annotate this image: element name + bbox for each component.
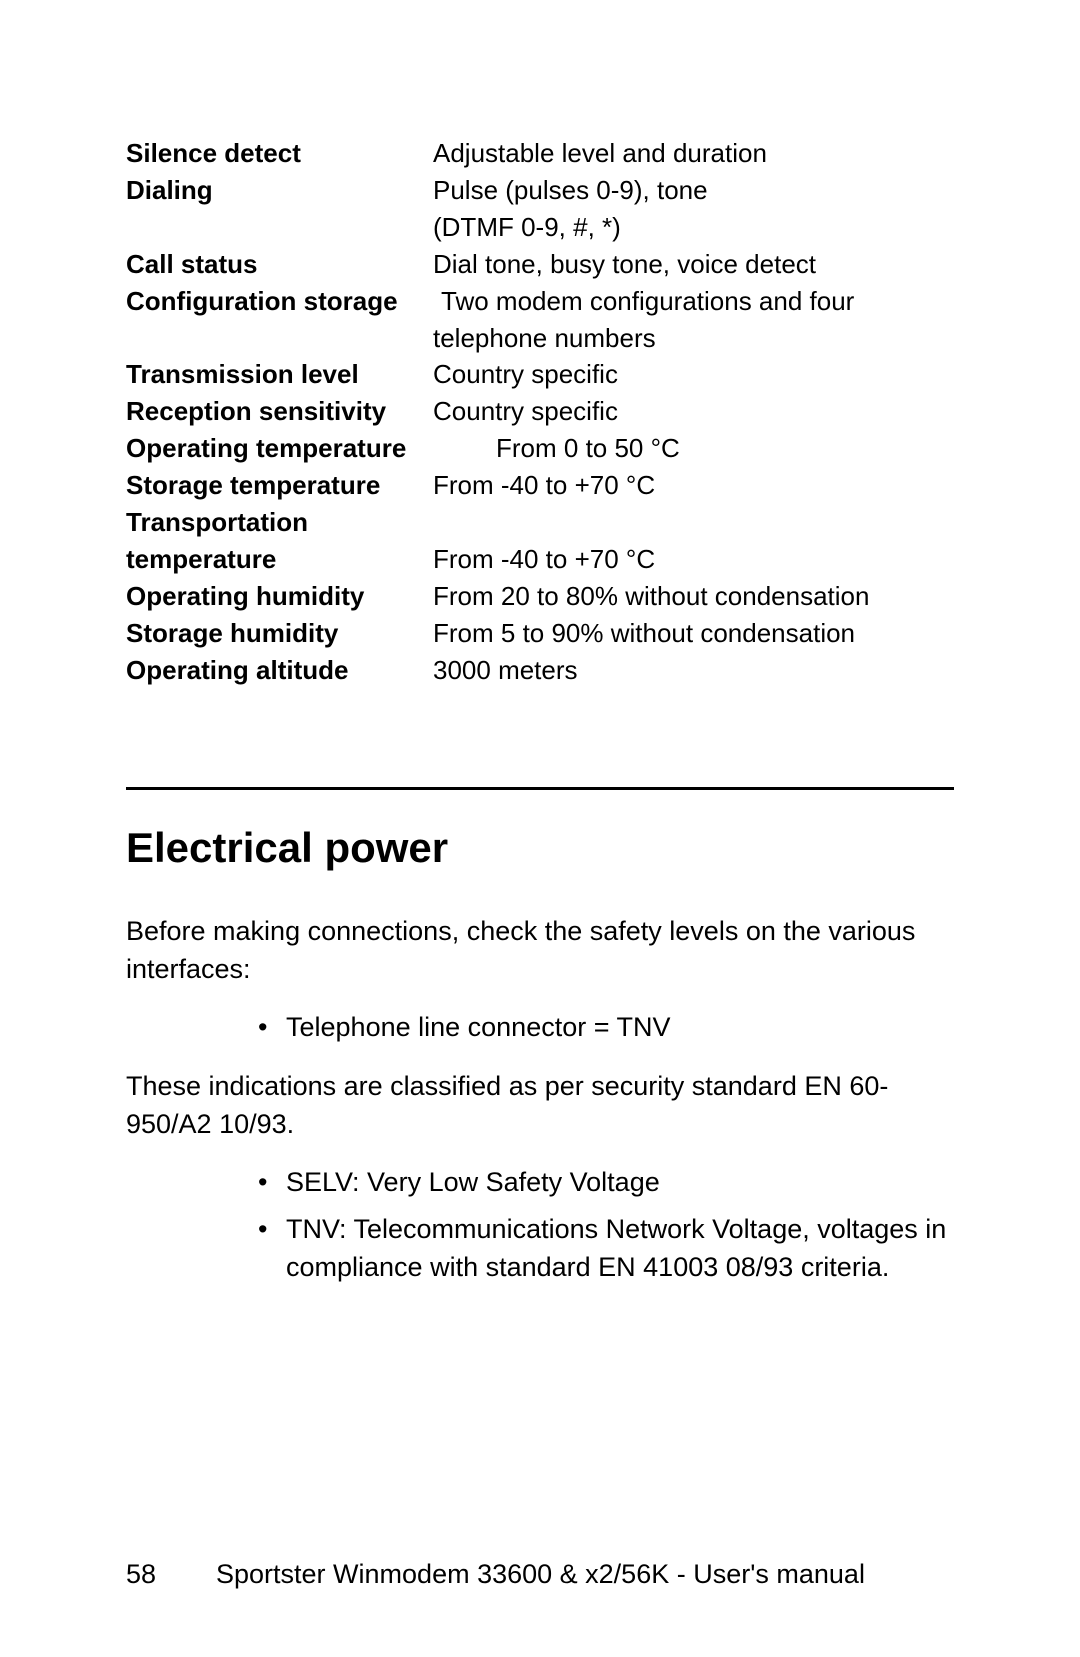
paragraph: These indications are classified as per … [126,1067,954,1144]
page-footer: 58 Sportster Winmodem 33600 & x2/56K - U… [126,1559,954,1590]
spec-value: Pulse (pulses 0-9), tone [433,172,954,209]
spec-value: From -40 to +70 °C [433,541,954,578]
spec-label: Silence detect [126,135,433,172]
spec-value: From 5 to 90% without condensation [433,615,954,652]
spec-value: Country specific [433,356,954,393]
spec-value: From 20 to 80% without condensation [433,578,954,615]
spec-row-dialing: Dialing Pulse (pulses 0-9), tone [126,172,954,209]
spec-row-config-storage: Configuration storage Two modem configur… [126,283,954,320]
section-divider [126,787,954,790]
spec-value: Adjustable level and duration [433,135,954,172]
spec-value: Country specific [433,393,954,430]
spec-label: Call status [126,246,433,283]
spec-label-empty [126,209,433,246]
bullet-item: • TNV: Telecommunications Network Voltag… [258,1210,954,1287]
paragraph: Before making connections, check the saf… [126,912,954,989]
spec-value: From -40 to +70 °C [433,467,954,504]
spec-value: telephone numbers [433,320,954,357]
spec-row-operating-temperature: Operating temperature From 0 to 50 °C [126,430,954,467]
section-heading: Electrical power [126,824,954,872]
spec-row-reception-sensitivity: Reception sensitivity Country specific [126,393,954,430]
spec-row-dialing-cont: (DTMF 0-9, #, *) [126,209,954,246]
spec-label: Transmission level [126,356,433,393]
bullet-icon: • [258,1210,286,1287]
spec-label: Storage humidity [126,615,433,652]
bullet-text: SELV: Very Low Safety Voltage [286,1163,954,1201]
spec-value: (DTMF 0-9, #, *) [433,209,954,246]
page: Silence detect Adjustable level and dura… [0,0,1080,1657]
spec-row-call-status: Call status Dial tone, busy tone, voice … [126,246,954,283]
spec-label: Configuration storage [126,283,433,320]
bullet-icon: • [258,1008,286,1046]
spec-label: Transportation [126,504,433,541]
bullet-item: • SELV: Very Low Safety Voltage [258,1163,954,1201]
bullet-list: • Telephone line connector = TNV [126,1008,954,1046]
spec-row-operating-altitude: Operating altitude 3000 meters [126,652,954,689]
spec-value: Two modem configurations and four [433,283,954,320]
spec-row-transmission-level: Transmission level Country specific [126,356,954,393]
spec-row-silence-detect: Silence detect Adjustable level and dura… [126,135,954,172]
spec-value-empty [433,504,954,541]
bullet-text: TNV: Telecommunications Network Voltage,… [286,1210,954,1287]
spec-label: Operating humidity [126,578,433,615]
spec-row-config-storage-cont: telephone numbers [126,320,954,357]
spec-row-transportation-temperature: temperature From -40 to +70 °C [126,541,954,578]
spec-label: Reception sensitivity [126,393,433,430]
footer-title: Sportster Winmodem 33600 & x2/56K - User… [216,1559,954,1590]
spec-value: 3000 meters [433,652,954,689]
spec-value: Dial tone, busy tone, voice detect [433,246,954,283]
spec-label: Dialing [126,172,433,209]
spec-row-operating-humidity: Operating humidity From 20 to 80% withou… [126,578,954,615]
spec-label: Operating temperature [126,430,496,467]
page-number: 58 [126,1559,216,1590]
spec-table: Silence detect Adjustable level and dura… [126,135,954,689]
spec-row-storage-temperature: Storage temperature From -40 to +70 °C [126,467,954,504]
bullet-list: • SELV: Very Low Safety Voltage • TNV: T… [126,1163,954,1286]
spec-label: Operating altitude [126,652,433,689]
spec-label: Storage temperature [126,467,433,504]
spec-value: From 0 to 50 °C [496,430,954,467]
spec-label: temperature [126,541,433,578]
bullet-text: Telephone line connector = TNV [286,1008,954,1046]
bullet-icon: • [258,1163,286,1201]
spec-row-transportation-label: Transportation [126,504,954,541]
spec-row-storage-humidity: Storage humidity From 5 to 90% without c… [126,615,954,652]
bullet-item: • Telephone line connector = TNV [258,1008,954,1046]
spec-label-empty [126,320,433,357]
